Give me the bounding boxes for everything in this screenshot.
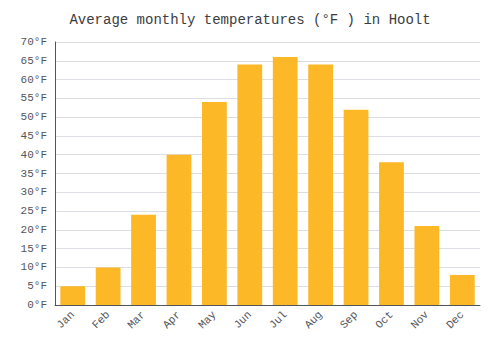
svg-text:Mar: Mar xyxy=(125,309,147,331)
svg-text:45°F: 45°F xyxy=(21,130,47,142)
svg-text:Jun: Jun xyxy=(232,309,254,331)
svg-text:60°F: 60°F xyxy=(21,74,47,86)
svg-text:5°F: 5°F xyxy=(27,280,47,292)
svg-text:Sep: Sep xyxy=(338,309,360,331)
svg-text:35°F: 35°F xyxy=(21,168,47,180)
svg-text:Feb: Feb xyxy=(90,309,112,331)
svg-text:Nov: Nov xyxy=(409,308,432,331)
svg-text:Apr: Apr xyxy=(161,309,183,331)
svg-text:50°F: 50°F xyxy=(21,111,47,123)
svg-text:20°F: 20°F xyxy=(21,224,47,236)
svg-text:Jan: Jan xyxy=(54,309,76,331)
svg-text:0°F: 0°F xyxy=(27,299,47,311)
svg-text:15°F: 15°F xyxy=(21,243,47,255)
svg-text:Aug: Aug xyxy=(302,309,324,331)
svg-text:Jul: Jul xyxy=(267,309,289,331)
svg-text:Dec: Dec xyxy=(444,309,466,331)
svg-text:55°F: 55°F xyxy=(21,92,47,104)
svg-text:40°F: 40°F xyxy=(21,149,47,161)
svg-text:65°F: 65°F xyxy=(21,55,47,67)
svg-text:70°F: 70°F xyxy=(21,36,47,48)
svg-text:Oct: Oct xyxy=(373,309,395,331)
svg-text:30°F: 30°F xyxy=(21,186,47,198)
svg-text:25°F: 25°F xyxy=(21,205,47,217)
svg-text:10°F: 10°F xyxy=(21,261,47,273)
svg-text:May: May xyxy=(196,308,219,331)
svg-text:Average monthly temperatures (: Average monthly temperatures (°F ) in Ho… xyxy=(69,12,430,28)
